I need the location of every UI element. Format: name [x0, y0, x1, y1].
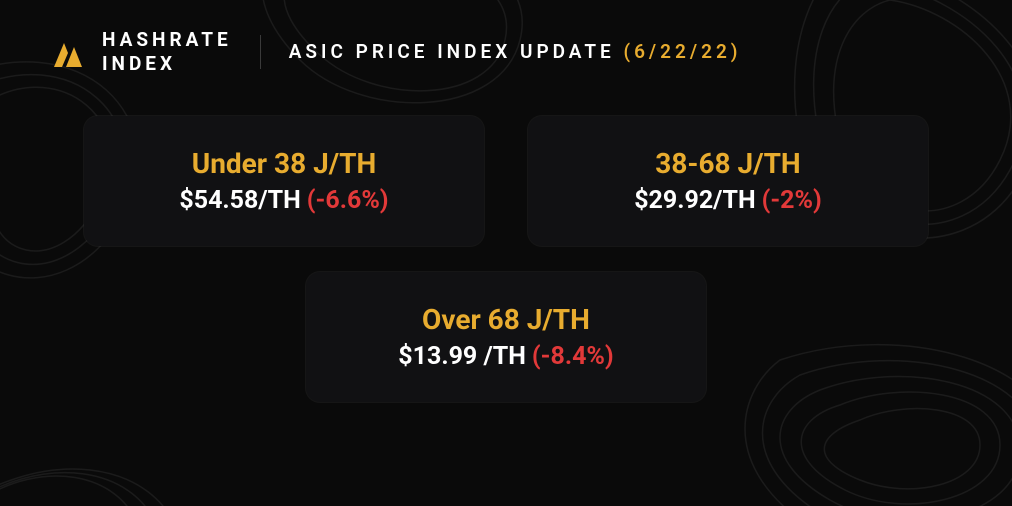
price-card-under-38: Under 38 J/TH $54.58/TH(-6.6%)	[84, 116, 484, 246]
card-price: $29.92/TH	[634, 186, 755, 215]
page-title: ASIC PRICE INDEX UPDATE (6/22/22)	[289, 40, 742, 63]
price-card-38-68: 38-68 J/TH $29.92/TH(-2%)	[528, 116, 928, 246]
card-change: (-2%)	[762, 186, 822, 215]
logo-line-1: HASHRATE	[102, 28, 232, 52]
title-date: (6/22/22)	[623, 40, 741, 63]
card-title: Over 68 J/TH	[422, 303, 590, 336]
logo-text: HASHRATE INDEX	[102, 28, 232, 76]
card-price: $13.99 /TH	[398, 342, 526, 371]
header: HASHRATE INDEX ASIC PRICE INDEX UPDATE (…	[48, 28, 964, 76]
card-title: Under 38 J/TH	[192, 147, 377, 180]
card-value-line: $29.92/TH(-2%)	[634, 186, 822, 215]
card-value-line: $13.99 /TH(-8.4%)	[398, 342, 613, 371]
header-divider	[260, 35, 261, 69]
card-change: (-8.4%)	[532, 342, 614, 371]
logo-line-2: INDEX	[102, 52, 232, 76]
card-price: $54.58/TH	[179, 186, 300, 215]
title-prefix: ASIC PRICE INDEX UPDATE	[289, 40, 624, 63]
price-card-over-68: Over 68 J/TH $13.99 /TH(-8.4%)	[306, 272, 706, 402]
logo-block: HASHRATE INDEX	[48, 28, 232, 76]
card-change: (-6.6%)	[307, 186, 389, 215]
logo-icon	[48, 33, 86, 71]
cards-bottom-row: Over 68 J/TH $13.99 /TH(-8.4%)	[48, 272, 964, 402]
card-title: 38-68 J/TH	[655, 147, 800, 180]
cards-top-row: Under 38 J/TH $54.58/TH(-6.6%) 38-68 J/T…	[48, 116, 964, 246]
card-value-line: $54.58/TH(-6.6%)	[179, 186, 388, 215]
